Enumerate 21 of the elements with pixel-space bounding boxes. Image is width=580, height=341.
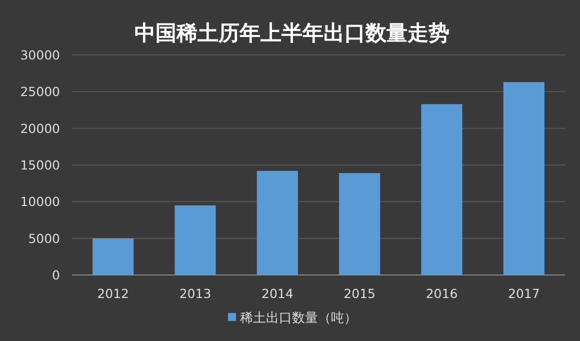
y-tick-label: 5000 xyxy=(28,230,60,246)
y-tick-label: 20000 xyxy=(20,120,60,136)
bar xyxy=(503,82,544,275)
y-tick-label: 0 xyxy=(52,268,60,282)
y-tick-label: 25000 xyxy=(20,84,60,100)
bar xyxy=(421,104,462,275)
x-tick-label: 2014 xyxy=(262,286,294,301)
chart-title: 中国稀土历年上半年出口数量走势 xyxy=(134,21,450,45)
y-tick-label: 10000 xyxy=(20,194,60,210)
bar xyxy=(339,173,380,275)
x-tick-label: 2015 xyxy=(344,286,376,301)
x-tick-label: 2016 xyxy=(426,286,458,301)
y-tick-label: 30000 xyxy=(20,48,60,62)
bar xyxy=(92,238,134,275)
bar xyxy=(174,205,216,275)
legend: 稀土出口数量（吨） xyxy=(228,311,357,326)
bar xyxy=(256,170,298,275)
x-tick-label: 2012 xyxy=(97,286,129,301)
x-tick-label: 2013 xyxy=(179,286,212,301)
y-tick-label: 15000 xyxy=(20,158,60,172)
x-tick-label: 2017 xyxy=(508,286,540,301)
